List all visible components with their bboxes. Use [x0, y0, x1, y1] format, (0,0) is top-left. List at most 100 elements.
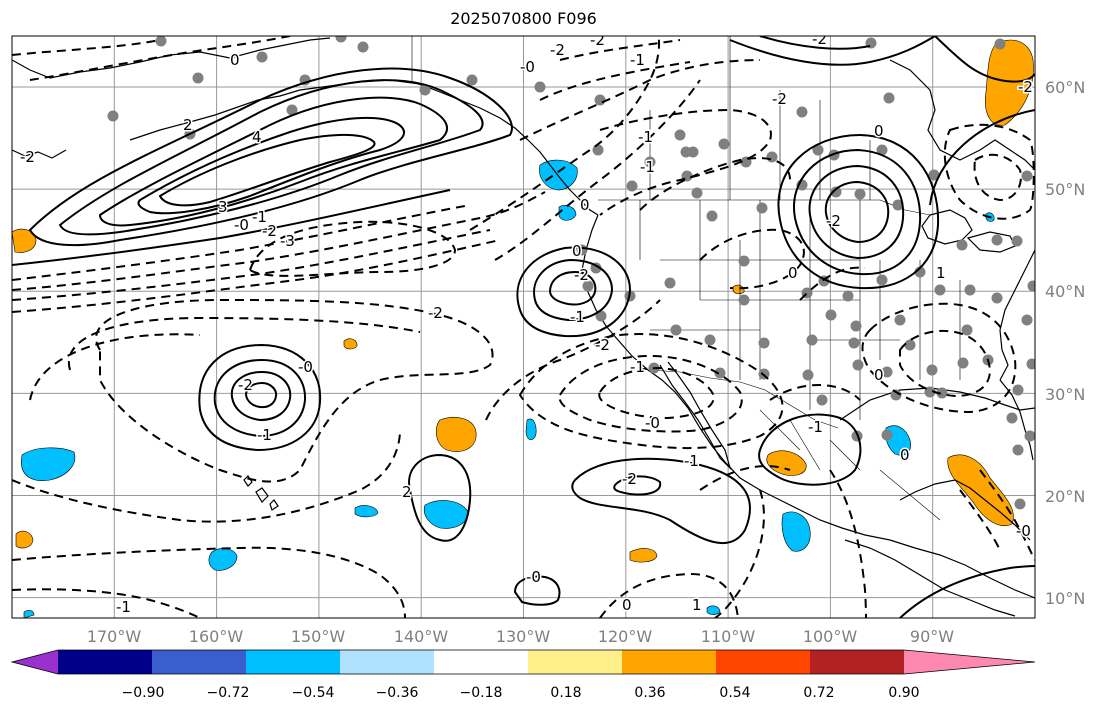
lat-label-30n: 30°N	[1045, 385, 1085, 404]
negative-contour	[29, 36, 291, 81]
positive-contour	[899, 565, 1035, 618]
station-dot	[706, 210, 718, 222]
negative-contour	[12, 204, 471, 281]
station-dot	[691, 187, 703, 199]
cyan-shade-region	[525, 418, 537, 441]
negative-contour	[861, 302, 1017, 414]
colorbar-tick-label: −0.36	[376, 685, 419, 701]
station-dot	[881, 429, 893, 441]
colorbar-swatch	[622, 650, 717, 674]
contour-label: -2	[20, 148, 35, 166]
contour-label: -2	[590, 31, 605, 49]
lon-label-120w: 120°W	[598, 627, 653, 646]
positive-contour	[244, 381, 278, 409]
colorbar-swatch	[152, 650, 247, 674]
station-dot	[674, 129, 686, 141]
station-dot	[883, 92, 895, 104]
colorbar-tick-label: −0.54	[292, 685, 335, 701]
positive-contour	[213, 358, 307, 438]
station-dot	[592, 144, 604, 156]
colorbar-swatch	[340, 650, 435, 674]
contour-label: 4	[252, 128, 262, 146]
positive-contour	[824, 180, 890, 244]
cyan-shade-region	[558, 205, 577, 221]
colorbar-max-extend	[904, 650, 1035, 674]
negative-contour	[599, 108, 772, 216]
contour-label: 0	[580, 196, 590, 214]
contour-label: 0	[622, 596, 632, 614]
station-dot	[107, 110, 119, 122]
positive-contour	[934, 36, 1035, 83]
negative-contour	[559, 39, 681, 61]
contour-label: 0	[874, 122, 884, 140]
station-dot	[738, 255, 750, 267]
station-dot	[357, 41, 369, 53]
positive-contour	[28, 67, 513, 247]
station-dot	[854, 188, 866, 200]
negative-contour	[12, 546, 406, 618]
contour-label: -0	[1016, 522, 1031, 540]
negative-contour	[12, 429, 401, 523]
lat-label-50n: 50°N	[1045, 180, 1085, 199]
negative-contour	[558, 354, 743, 433]
station-dot	[256, 51, 268, 63]
contour-label: 0	[874, 366, 884, 384]
negative-contour	[599, 572, 739, 618]
contour-label: -3	[280, 232, 295, 250]
negative-contour	[899, 329, 992, 398]
colorbar-tick-label: 0.36	[634, 685, 665, 701]
contour-label: -2	[622, 470, 637, 488]
contour-label: -0	[520, 58, 535, 76]
contour-label: -2	[262, 222, 277, 240]
station-dot	[644, 156, 656, 168]
station-dot	[964, 284, 976, 296]
station-dot	[1012, 444, 1024, 456]
map-title: 2025070800 F096	[450, 9, 597, 28]
station-dot	[848, 337, 860, 349]
contour-lines	[12, 36, 1035, 618]
contour-label: -0	[645, 414, 660, 432]
state-borders	[639, 200, 961, 420]
positive-contour	[12, 189, 451, 266]
station-dot	[534, 81, 546, 93]
station-dot	[1014, 498, 1026, 510]
orange-shade-region	[343, 338, 358, 350]
atlantic-coast	[999, 249, 1035, 381]
station-dot	[1012, 384, 1024, 396]
negative-contour	[12, 229, 491, 301]
lat-label-40n: 40°N	[1045, 282, 1085, 301]
orange-shade-region	[732, 284, 745, 295]
station-dot	[806, 334, 818, 346]
station-dot	[956, 239, 968, 251]
contour-label: -2	[595, 336, 610, 354]
orange-shade-region	[15, 530, 34, 549]
positive-contour	[137, 116, 405, 215]
station-dot	[1021, 314, 1033, 326]
station-dot	[718, 138, 730, 150]
orange-shade-region	[947, 454, 1014, 526]
contour-label: -1	[257, 426, 272, 444]
colorbar: −0.90 −0.72 −0.54 −0.36 −0.18 0.18 0.36 …	[10, 649, 1036, 701]
negative-contour	[95, 298, 494, 483]
station-dot	[812, 144, 824, 156]
positive-contour	[613, 475, 662, 496]
contour-label: 0	[572, 242, 582, 260]
lon-label-170w: 170°W	[87, 627, 142, 646]
gulf-coast	[839, 387, 1035, 421]
station-dot	[155, 36, 167, 47]
contour-label: -1	[630, 358, 645, 376]
lon-label-110w: 110°W	[701, 627, 756, 646]
cyan-shade-region	[781, 511, 811, 552]
colorbar-swatch	[810, 650, 905, 674]
positive-contour	[230, 370, 292, 422]
negative-contour	[979, 469, 1035, 561]
contour-label: 0	[788, 264, 798, 282]
shaded-regions	[12, 39, 1034, 618]
positive-contour	[513, 575, 561, 606]
negative-contour	[539, 61, 691, 101]
contour-label: -1	[638, 128, 653, 146]
station-dot	[1024, 430, 1035, 442]
station-dot	[687, 146, 699, 158]
orange-shade-region	[766, 450, 807, 476]
